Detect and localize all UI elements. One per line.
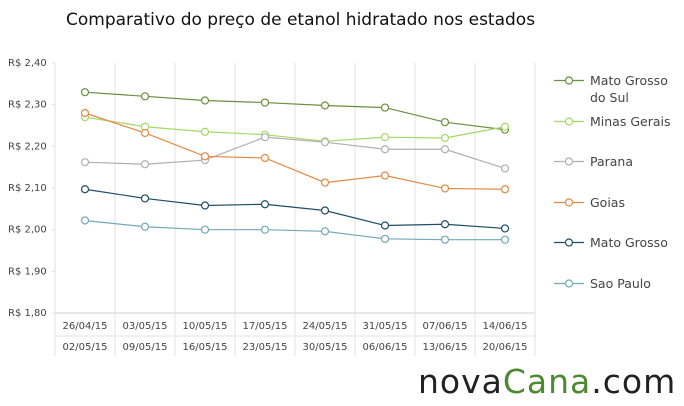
data-point <box>380 221 390 230</box>
data-point <box>260 98 270 107</box>
x-tick-label: 17/05/15 <box>243 321 288 332</box>
data-point <box>380 103 390 112</box>
series-line <box>84 188 506 230</box>
data-point <box>320 178 330 187</box>
data-point <box>320 138 330 147</box>
brand-part: nova <box>418 362 503 401</box>
x-tick-label: 13/06/15 <box>423 342 468 353</box>
data-point <box>260 133 270 142</box>
legend-marker <box>554 116 584 126</box>
data-point <box>320 227 330 236</box>
legend-label: Sao Paulo <box>590 275 651 291</box>
legend-marker <box>554 157 584 166</box>
legend-label: Minas Gerais <box>590 113 671 129</box>
data-point <box>140 160 150 169</box>
data-point <box>380 234 390 243</box>
data-point <box>80 108 90 118</box>
data-point <box>440 145 450 154</box>
data-point <box>200 152 210 161</box>
x-tick-label: 03/05/15 <box>123 321 168 332</box>
series-line <box>84 116 506 142</box>
x-tick-label: 02/05/15 <box>63 342 108 353</box>
x-tick-label: 07/06/15 <box>423 321 468 332</box>
data-point <box>200 96 210 105</box>
legend-marker <box>554 76 584 85</box>
data-point <box>500 164 510 173</box>
data-point <box>80 158 90 167</box>
legend-marker <box>554 238 584 247</box>
legend-item: Mato Grosso do Sul <box>554 72 682 106</box>
data-point <box>440 220 450 229</box>
y-tick-label: R$ 2,30 <box>8 100 47 111</box>
brand-logo: novaCana.com <box>418 362 676 401</box>
chart-title: Comparativo do preço de etanol hidratado… <box>66 10 536 30</box>
data-point <box>80 88 90 97</box>
data-point <box>140 92 150 101</box>
series-line <box>84 136 506 169</box>
legend-label: Mato Grosso do Sul <box>590 73 668 105</box>
legend-item: Minas Gerais <box>554 113 682 130</box>
data-point <box>500 122 510 131</box>
data-point <box>320 101 330 110</box>
x-tick-label: 23/05/15 <box>243 342 288 353</box>
data-point <box>380 171 390 180</box>
y-tick-label: R$ 1,90 <box>8 266 47 277</box>
series-line <box>84 219 505 241</box>
data-point <box>500 235 510 244</box>
x-tick-label: 30/05/15 <box>303 342 348 353</box>
data-point <box>80 216 90 225</box>
data-point <box>200 201 210 210</box>
data-point <box>260 153 270 163</box>
data-point <box>200 225 210 234</box>
data-point <box>260 225 270 234</box>
series-line <box>84 112 506 190</box>
x-tick-label: 24/05/15 <box>303 321 348 332</box>
x-tick-label: 09/05/15 <box>123 342 168 353</box>
legend-marker <box>554 197 584 207</box>
data-point <box>440 235 450 244</box>
x-tick-label: 16/05/15 <box>183 342 228 353</box>
brand-part: .com <box>591 362 677 401</box>
x-tick-label: 10/05/15 <box>183 321 228 332</box>
legend-marker <box>554 278 584 288</box>
y-tick-label: R$ 2,10 <box>8 183 47 194</box>
legend-item: Goias <box>554 194 682 211</box>
legend-label: Goias <box>590 194 625 210</box>
series-line <box>84 91 506 131</box>
legend-item: Parana <box>554 153 682 170</box>
x-tick-label: 26/04/15 <box>63 321 108 332</box>
data-point <box>140 194 150 203</box>
x-tick-label: 06/06/15 <box>363 342 408 353</box>
legend-item: Mato Grosso <box>554 234 682 251</box>
legend-item: Sao Paulo <box>554 275 682 292</box>
data-point <box>140 222 150 231</box>
x-tick-label: 31/05/15 <box>363 321 408 332</box>
data-point <box>440 184 450 193</box>
legend-label: Mato Grosso <box>590 235 668 250</box>
legend-label: Parana <box>590 154 634 169</box>
data-point <box>500 224 510 233</box>
data-point <box>440 133 450 143</box>
data-point <box>380 133 390 142</box>
y-tick-label: R$ 2,00 <box>8 225 47 236</box>
y-tick-label: R$ 2,20 <box>8 141 47 152</box>
data-point <box>380 145 390 154</box>
x-tick-label: 14/06/15 <box>483 321 528 332</box>
y-tick-label: R$ 2,40 <box>8 58 47 69</box>
data-point <box>140 128 150 138</box>
y-tick-label: R$ 1,80 <box>8 308 47 319</box>
data-point <box>260 200 270 209</box>
data-point <box>440 118 450 127</box>
data-point <box>500 185 510 194</box>
data-point <box>200 127 210 136</box>
data-point <box>80 185 90 194</box>
data-point <box>320 206 330 215</box>
brand-part: Cana <box>502 362 592 401</box>
x-tick-label: 20/06/15 <box>483 342 528 353</box>
